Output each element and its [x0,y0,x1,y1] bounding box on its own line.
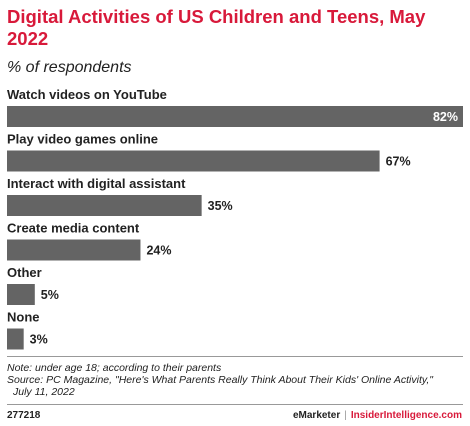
value-label: 5% [41,288,59,302]
footer-divider [7,404,463,405]
bar [7,106,463,127]
note-line: Note: under age 18; according to their p… [7,362,222,374]
category-label: None [7,310,40,325]
brand-emarketer: eMarketer [292,410,341,421]
note-divider [7,356,463,357]
footer-brand: eMarketer | InsiderIntelligence.com [293,410,462,421]
chart-id: 277218 [7,410,41,421]
value-label: 82% [433,110,458,124]
value-label: 67% [386,155,411,169]
source-note: Note: under age 18; according to their p… [7,362,465,398]
chart-subtitle: % of respondents [7,59,132,76]
source-date: July 11, 2022 [13,386,75,398]
brand-insiderintelligence: InsiderIntelligence.com [350,410,462,421]
bar [7,195,202,216]
category-label: Create media content [7,221,140,236]
bar [7,284,35,305]
value-label: 3% [30,333,48,347]
source-line: Source: PC Magazine, "Here's What Parent… [7,374,433,386]
bar [7,150,380,172]
value-label: 35% [208,199,233,213]
category-label: Other [7,265,42,280]
bar [7,328,24,350]
bar-chart: Watch videos on YouTube 82% Play video gam… [7,87,463,350]
category-label: Watch videos on YouTube [7,87,167,102]
brand-separator: | [344,410,347,421]
category-label: Play video games online [7,132,158,147]
category-label: Interact with digital assistant [7,176,186,191]
chart-title: Digital Activities of US Children and Te… [7,6,426,49]
value-label: 24% [146,244,171,258]
bar [7,239,141,261]
